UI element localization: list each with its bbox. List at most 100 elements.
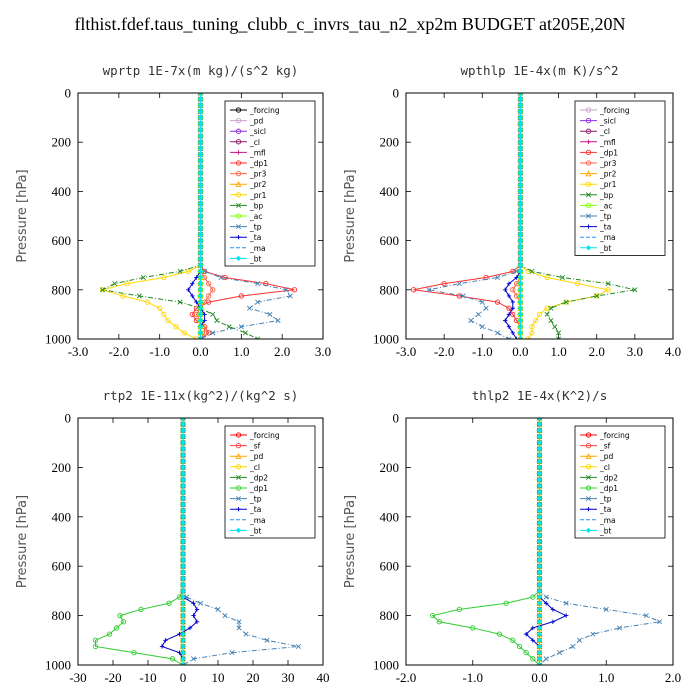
data-point	[605, 287, 611, 293]
data-point	[536, 582, 543, 588]
data-point	[550, 619, 556, 624]
y-tick-label: 600	[52, 559, 72, 574]
data-point	[197, 194, 204, 201]
y-axis-label: Pressure [hPa]	[343, 495, 358, 588]
legend-label: _ta	[249, 233, 261, 242]
data-point	[202, 268, 208, 274]
legend-label: _sf	[249, 442, 261, 451]
data-point	[536, 464, 543, 471]
data-point	[529, 324, 535, 330]
data-point	[517, 194, 524, 201]
data-point	[159, 644, 165, 649]
data-point	[536, 532, 543, 538]
legend-marker	[585, 149, 592, 156]
legend-marker	[235, 117, 242, 124]
legend-label: _cl	[249, 138, 260, 147]
y-tick-label: 0	[393, 86, 400, 101]
x-tick-label: -30	[69, 670, 86, 685]
data-point	[510, 330, 515, 336]
data-point	[180, 532, 186, 538]
data-point	[517, 207, 524, 213]
y-tick-label: 200	[380, 135, 400, 150]
data-point	[536, 452, 543, 458]
x-tick-label: -1.0	[462, 670, 483, 685]
legend-marker	[235, 485, 242, 491]
data-point	[180, 656, 186, 662]
data-point	[536, 594, 543, 600]
legend-label: _ma	[599, 233, 616, 242]
data-point	[180, 446, 186, 452]
legend-marker	[235, 202, 242, 208]
data-point	[180, 606, 186, 613]
legend-box	[574, 425, 666, 539]
data-point	[180, 588, 186, 594]
data-point	[517, 201, 524, 207]
data-point	[180, 612, 186, 619]
legend-marker	[236, 150, 241, 155]
data-point	[180, 483, 186, 489]
data-point	[495, 274, 501, 281]
data-point	[180, 631, 186, 637]
legend-label: _dp1	[249, 484, 268, 493]
data-point	[197, 219, 204, 225]
legend-marker	[235, 452, 242, 459]
legend-label: _bt	[599, 526, 612, 535]
legend-label: _pr3	[599, 159, 617, 168]
data-point	[238, 324, 244, 330]
data-point	[222, 613, 228, 619]
data-point	[180, 557, 186, 563]
data-point	[548, 305, 554, 311]
legend-marker	[235, 255, 242, 262]
legend-label: _cl	[599, 127, 610, 136]
data-point	[180, 662, 186, 665]
data-point	[517, 93, 524, 96]
data-point	[563, 600, 569, 606]
data-point	[502, 287, 508, 292]
data-point	[495, 330, 501, 336]
data-point	[283, 287, 289, 293]
data-point	[180, 440, 186, 446]
legend-label: _pd	[249, 117, 264, 126]
data-point	[529, 268, 535, 274]
data-point	[185, 268, 191, 274]
legend-label: _bt	[249, 526, 262, 535]
x-tick-label: 2.0	[665, 670, 681, 685]
legend-label: _forcing	[599, 106, 630, 115]
legend-label: _sicl	[599, 117, 616, 126]
data-point	[536, 662, 543, 665]
data-point	[536, 483, 543, 489]
data-point	[516, 643, 523, 650]
legend-label: _dp1	[599, 484, 618, 493]
data-point	[517, 139, 524, 145]
data-point	[536, 662, 543, 665]
data-point	[242, 330, 248, 336]
legend-marker	[235, 527, 242, 534]
plot-frame	[77, 92, 324, 340]
data-point	[441, 280, 447, 287]
data-point	[180, 619, 186, 625]
data-point	[536, 637, 543, 643]
data-point	[197, 182, 204, 188]
legend-marker	[585, 432, 592, 438]
data-point	[236, 619, 242, 625]
legend-marker	[235, 192, 242, 198]
legend-marker	[585, 213, 592, 219]
x-tick-label: 1.0	[550, 344, 566, 359]
data-point	[180, 526, 186, 532]
chart-panel-3: rtp2 1E-11x(kg^2)/(kg^2 s) Pressure [hPa]…	[15, 388, 330, 685]
data-point	[517, 311, 524, 318]
data-point	[180, 433, 186, 440]
legend-marker	[585, 527, 592, 534]
data-point	[536, 600, 543, 606]
legend-marker	[585, 107, 592, 113]
data-point	[517, 108, 524, 115]
data-point	[557, 650, 563, 656]
legend-marker	[585, 181, 592, 187]
x-tick-label: -10	[139, 670, 156, 685]
y-axis-label: Pressure [hPa]	[15, 495, 30, 588]
data-point	[197, 231, 204, 238]
legend-marker	[585, 117, 592, 124]
data-point	[510, 306, 515, 311]
x-tick-label: -3.0	[396, 344, 417, 359]
